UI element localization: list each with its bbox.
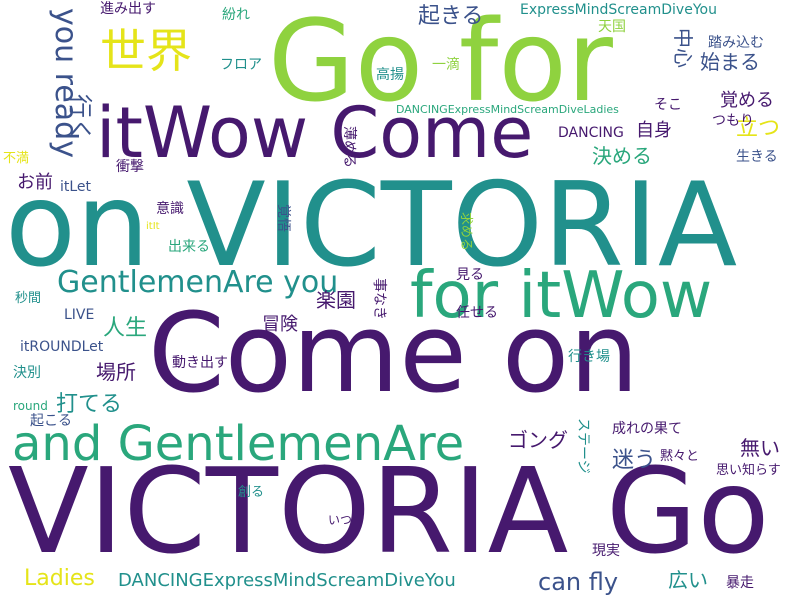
word-soko: そこ [654,97,682,113]
word-rakuen: 楽園 [316,288,356,312]
word-mayou: 迷う [612,448,657,473]
word-makaseru: 任せる [456,305,498,321]
word-expressmindscreamdiveyou: ExpressMindScreamDiveYou [520,2,717,18]
word-itsu: いつ [328,513,353,527]
word-kotonaki: 事なき [371,278,387,320]
word-tsukuru: 創る [238,485,265,500]
word-itwow-come: itWow Come [96,92,534,174]
word-on-victoria: on VICTORIA [5,158,738,293]
word-bouken: 冒険 [262,314,298,335]
word-kimeru: 決める [592,144,652,168]
word-tsumori: つもり [712,113,754,129]
word-and-gentlemenare: and GentlemenAre [12,416,465,472]
word-ladies: Ladies [24,566,95,591]
word-basho: 場所 [96,360,136,384]
word-itlet: itLet [60,179,92,195]
word-live: LIVE [64,307,95,323]
word-okiru: 起きる [418,4,484,29]
word-ugokidasu: 動き出す [172,355,228,371]
word-round: round [13,399,48,413]
word-dekiru: 出来る [168,239,210,255]
word-ikiba: 行き場 [568,349,610,365]
word-genjitsu: 現実 [592,543,620,559]
word-omoishirasu: 思い知らす [716,463,781,478]
word-go-for: Go for [268,0,613,127]
word-motomeru: 求める [458,212,473,252]
word-victoria-go: VICTORIA Go [8,442,770,580]
word-kakugo: 覚悟 [275,204,291,232]
word-jishin: 自身 [636,120,672,141]
word-bousou: 暴走 [726,575,754,591]
word-sameru: 覚める [720,90,774,111]
word-tatsu: 立つ [736,116,781,141]
word-itroundlet: itROUNDLet [20,339,104,355]
word-ishiki: 意識 [156,201,184,217]
word-kouyou: 高揚 [376,67,404,83]
word-for-itwow: for itWow [410,259,713,333]
word-mokumokuto: 黙々と [660,449,700,464]
word-magire: 紛れ [222,7,250,23]
word-uteru: 打てる [56,392,123,417]
word-hiroi: 広い [668,568,708,592]
word-shougeki: 衝撃 [116,159,144,175]
word-jinsei: 人生 [103,316,148,341]
word-gentlemenare-you: GentlemenAre you [57,265,339,300]
word-hajimaru: 始まる [700,50,760,74]
word-dancing: DANCING [558,125,624,141]
word-itteki: 一滴 [432,57,460,73]
word-suteeji: ステージ [575,418,591,474]
word-susumidasu: 進み出す [100,1,156,17]
word-come-on: Come on [148,289,639,417]
word-tengoku: 天国 [598,19,626,35]
word-dancingexpress-you: DANCINGExpressMindScreamDiveYou [118,570,456,591]
word-omae: お前 [17,172,53,193]
word-can-fly: can fly [538,568,619,596]
word-ikiru: 生きる [736,149,778,165]
word-ketsubetsu: 決別 [13,365,41,381]
word-itit: itIt [146,221,160,232]
word-chushin: 中心 [671,28,695,68]
word-okoru: 起こる [30,413,72,429]
word-fuman: 不満 [3,151,30,166]
word-furoa: フロア [220,57,262,73]
word-byoukan: 秒間 [15,291,42,306]
word-iku: 行く [66,94,94,142]
word-sekai: 世界 [100,24,192,78]
word-gongu: ゴング [508,428,568,452]
word-nai: 無い [740,436,780,460]
word-narenohate: 成れの果て [612,421,682,437]
word-usumeru: 薄める [341,126,357,168]
word-dancingexpress-ladies: DANCINGExpressMindScreamDiveLadies [396,103,619,116]
word-miru: 見る [456,267,484,283]
word-fumikomu: 踏み込む [708,35,764,51]
